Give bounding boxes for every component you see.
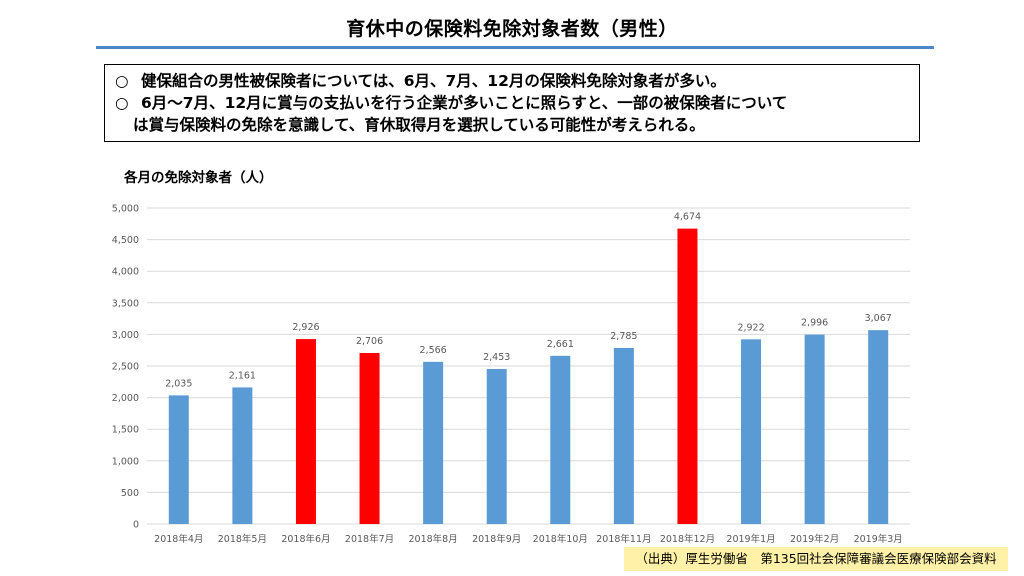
bar: [423, 361, 444, 524]
y-tick-label: 1,500: [112, 425, 139, 436]
x-tick-label: 2018年9月: [472, 533, 521, 545]
x-tick-label: 2018年12月: [660, 533, 715, 545]
bar-value-label: 2,035: [165, 378, 192, 389]
bar-value-label: 2,661: [547, 339, 574, 350]
bar: [804, 334, 825, 524]
bar: [868, 330, 889, 524]
chart-x-axis: 2018年4月 2018年5月 2018年6月 2018年7月 2018年8月 2018年…: [154, 533, 903, 545]
bar: [486, 368, 507, 524]
x-tick-label: 2019年2月: [790, 533, 839, 545]
bar-value-label: 2,926: [292, 322, 319, 333]
x-tick-label: 2018年7月: [345, 533, 394, 545]
note-line: ○ 6月～7月、12月に賞与の支払いを行う企業が多いことに照らすと、一部の被保険者…: [115, 92, 909, 114]
x-tick-label: 2018年10月: [533, 533, 588, 545]
note-line: ○ 健保組合の男性被保険者については、6月、7月、12月の保険料免除対象者が多い。: [115, 70, 909, 92]
bar-value-label: 2,161: [229, 370, 256, 381]
y-tick-label: 3,500: [112, 298, 139, 309]
bar-highlighted: [359, 352, 380, 524]
x-tick-label: 2018年5月: [218, 533, 267, 545]
bar-value-label: 3,067: [865, 313, 892, 324]
chart-caption: 各月の免除対象者（人）: [124, 170, 273, 186]
y-tick-label: 1,000: [112, 456, 139, 467]
x-tick-label: 2018年8月: [409, 533, 458, 545]
x-tick-label: 2018年6月: [281, 533, 330, 545]
bar: [741, 339, 762, 524]
x-tick-label: 2019年1月: [726, 533, 775, 545]
bar-value-label: 2,785: [610, 331, 637, 342]
x-tick-label: 2019年3月: [854, 533, 903, 545]
bar-value-label: 2,566: [420, 345, 447, 356]
note-line-continued: は賞与保険料の免除を意識して、育休取得月を選択している可能性が考えられる。: [115, 114, 909, 136]
y-tick-label: 4,000: [112, 267, 139, 278]
note-bullet: ○: [115, 72, 129, 90]
chart-value-labels: 2,035 2,161 2,926 2,706 2,566 2,453 2,661 2,785…: [165, 212, 892, 390]
bar-value-label: 2,706: [356, 336, 383, 347]
chart-bars: [168, 228, 889, 524]
chart-gridlines: [147, 207, 910, 525]
bar-value-label: 2,453: [483, 352, 510, 363]
y-tick-label: 500: [121, 488, 139, 499]
x-tick-label: 2018年4月: [154, 533, 203, 545]
bar-value-label: 2,996: [801, 318, 828, 329]
bar-value-label: 2,922: [737, 322, 764, 333]
source-note: （出典）厚生労働省 第135回社会保障審議会医療保険部会資料: [624, 547, 1008, 571]
y-tick-label: 2,500: [112, 362, 139, 373]
y-tick-label: 2,000: [112, 393, 139, 404]
bar: [168, 395, 189, 524]
note-bullet: ○: [115, 94, 129, 112]
note-text: は賞与保険料の免除を意識して、育休取得月を選択している可能性が考えられる。: [133, 116, 705, 134]
page-title: 育休中の保険料免除対象者数（男性）: [346, 18, 678, 40]
chart-y-axis: 0 500 1,000 1,500 2,000 2,500 3,000 3,500 4,000 4…: [112, 204, 139, 531]
bar-highlighted: [677, 228, 698, 524]
notes-box: ○ 健保組合の男性被保険者については、6月、7月、12月の保険料免除対象者が多い。…: [104, 64, 920, 142]
y-tick-label: 3,000: [112, 330, 139, 341]
y-tick-label: 5,000: [112, 204, 139, 215]
y-tick-label: 0: [133, 520, 139, 531]
y-tick-label: 4,500: [112, 235, 139, 246]
bar: [550, 355, 571, 524]
bar-value-label: 4,674: [674, 212, 701, 223]
title-underline: [96, 46, 934, 49]
bar: [232, 387, 253, 524]
note-text: 健保組合の男性被保険者については、6月、7月、12月の保険料免除対象者が多い。: [141, 72, 726, 90]
x-tick-label: 2018年11月: [596, 533, 651, 545]
note-text: 6月～7月、12月に賞与の支払いを行う企業が多いことに照らすと、一部の被保険者に…: [141, 94, 788, 112]
bar-highlighted: [295, 339, 316, 524]
bar: [613, 347, 634, 524]
